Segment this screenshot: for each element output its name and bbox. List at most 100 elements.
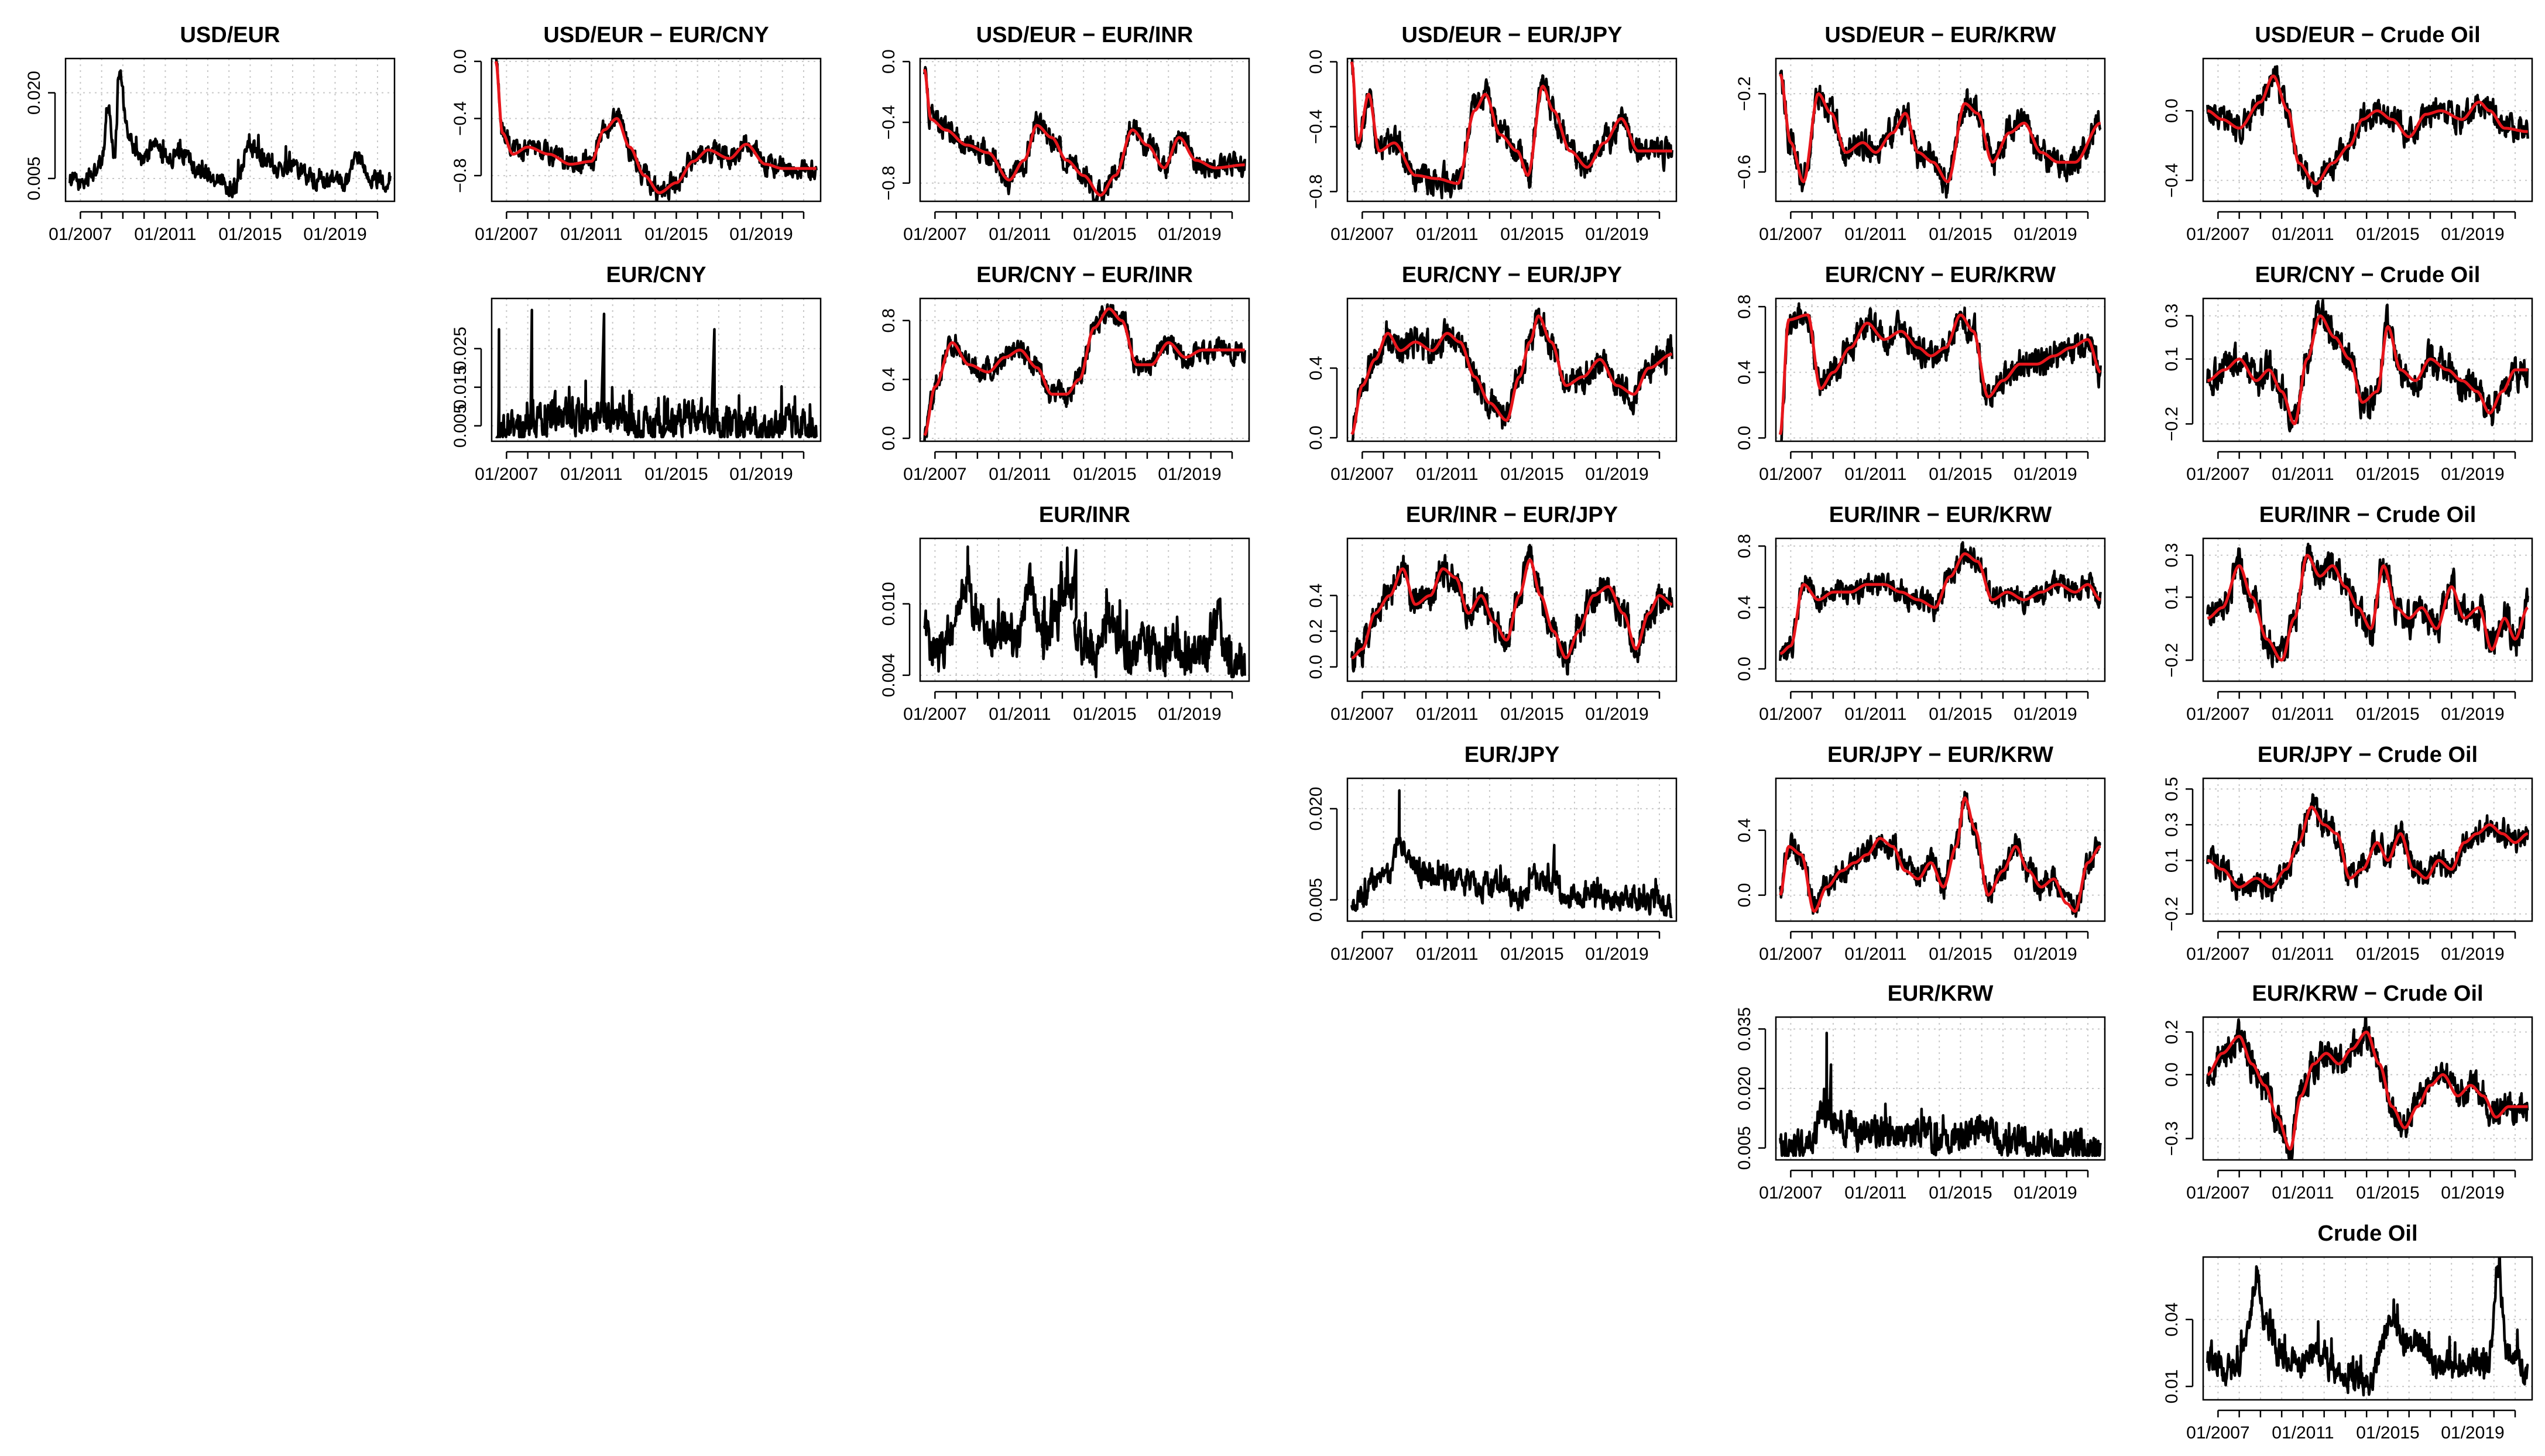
x-tick-label: 01/2011	[989, 465, 1051, 484]
x-tick-label: 01/2011	[2272, 1423, 2334, 1443]
smoothed-line	[494, 61, 817, 194]
plot-frame	[2202, 537, 2533, 682]
plot-frame	[1346, 57, 1678, 202]
x-tick-label: 01/2011	[989, 225, 1051, 244]
smoothed-line	[1779, 73, 2101, 184]
plot-frame	[1346, 777, 1678, 922]
x-tick-label: 01/2007	[1759, 705, 1822, 724]
series-line	[495, 308, 818, 438]
x-tick-label: 01/2007	[2186, 225, 2249, 244]
y-tick-label: 0.015	[451, 365, 470, 409]
series-group	[68, 69, 392, 198]
y-tick-label: 0.020	[1306, 787, 1326, 830]
y-tick-label: 0.0	[1735, 883, 1754, 908]
y-tick-label: 0.035	[1735, 1007, 1754, 1051]
y-tick-label: 0.4	[1306, 356, 1326, 380]
series-group	[923, 303, 1246, 441]
y-tick-label: 0.01	[2162, 1369, 2182, 1403]
x-tick-label: 01/2007	[903, 465, 966, 484]
series-line	[2206, 793, 2529, 902]
x-tick-label: 01/2019	[2441, 945, 2504, 964]
panel-title: EUR/CNY − Crude Oil	[2255, 263, 2481, 287]
panel-eur-cny-eur-inr: EUR/CNY − EUR/INR 01/2007 01/2011 01/2015 01…	[879, 263, 1250, 484]
x-tick-label: 01/2019	[729, 465, 793, 484]
y-tick-label: 0.004	[879, 653, 898, 697]
smoothed-line	[1351, 558, 1673, 660]
x-tick-label: 01/2019	[2441, 225, 2504, 244]
y-tick-label: 0.0	[1735, 657, 1754, 681]
y-tick-label: 0.3	[2162, 812, 2182, 837]
smoothed-line	[1350, 61, 1673, 185]
x-tick-label: 01/2007	[1759, 465, 1822, 484]
plot-frame	[491, 297, 822, 442]
panel-eur-inr-eur-jpy: EUR/INR − EUR/JPY 01/2007 01/2011 01/2015 01…	[1306, 503, 1678, 724]
x-tick-label: 01/2015	[1500, 705, 1563, 724]
plot-frame	[64, 57, 396, 202]
y-tick-label: −0.4	[879, 105, 898, 139]
y-tick-label: 0.005	[451, 404, 470, 448]
x-tick-label: 01/2007	[1759, 225, 1822, 244]
x-tick-label: 01/2019	[1158, 225, 1221, 244]
x-tick-label: 01/2015	[2356, 1183, 2419, 1203]
series-group	[1779, 791, 2102, 918]
x-tick-label: 01/2007	[2186, 705, 2249, 724]
plot-frame	[1346, 297, 1678, 442]
panel-title: USD/EUR − EUR/JPY	[1402, 23, 1623, 47]
x-tick-label: 01/2015	[1500, 945, 1563, 964]
series-line	[1350, 59, 1673, 200]
y-tick-label: 0.1	[2162, 347, 2182, 372]
series-group	[1350, 544, 1673, 676]
series-line	[495, 59, 818, 201]
panel-title: USD/EUR	[180, 23, 280, 47]
panel-title: EUR/CNY − EUR/KRW	[1825, 263, 2056, 287]
series-line	[2206, 298, 2529, 432]
plot-frame	[919, 297, 1250, 442]
smoothed-line	[922, 68, 1246, 197]
panel-title: USD/EUR − Crude Oil	[2255, 23, 2480, 47]
panel-title: USD/EUR − EUR/KRW	[1824, 23, 2056, 47]
y-tick-label: 0.8	[1735, 534, 1754, 558]
y-tick-label: 0.020	[1735, 1066, 1754, 1110]
x-tick-label: 01/2015	[2356, 1423, 2419, 1443]
y-tick-label: 0.0	[879, 49, 898, 74]
x-tick-label: 01/2011	[134, 225, 196, 244]
x-tick-label: 01/2011	[2272, 945, 2334, 964]
y-tick-label: 0.1	[2162, 585, 2182, 610]
panel-title: Crude Oil	[2317, 1221, 2417, 1246]
x-tick-label: 01/2019	[303, 225, 366, 244]
x-tick-label: 01/2015	[1929, 945, 1992, 964]
plot-frame	[2202, 777, 2533, 922]
plot-frame	[491, 57, 822, 202]
series-group	[1779, 69, 2102, 199]
x-tick-label: 01/2007	[2186, 1423, 2249, 1443]
smoothed-line	[1779, 552, 2101, 655]
x-tick-label: 01/2015	[2356, 705, 2419, 724]
x-tick-label: 01/2019	[1585, 225, 1648, 244]
panel-eur-cny-eur-krw: EUR/CNY − EUR/KRW 01/2007 01/2011 01/2015 01…	[1735, 263, 2106, 484]
x-tick-label: 01/2019	[2441, 1423, 2504, 1443]
x-tick-label: 01/2019	[1158, 465, 1221, 484]
panel-usd-eur-eur-cny: USD/EUR − EUR/CNY 01/2007 01/2011 01/2015 01…	[451, 23, 822, 244]
series-group	[494, 59, 818, 201]
panel-usd-eur-eur-jpy: USD/EUR − EUR/JPY 01/2007 01/2011 01/2015 01…	[1306, 23, 1678, 244]
x-tick-label: 01/2007	[1330, 225, 1394, 244]
series-group	[2206, 542, 2529, 668]
y-tick-label: −0.2	[2162, 897, 2182, 931]
x-tick-label: 01/2011	[2272, 465, 2334, 484]
series-line	[68, 69, 392, 198]
y-tick-label: 0.0	[1735, 426, 1754, 451]
x-tick-label: 01/2011	[1844, 1183, 1906, 1203]
x-tick-label: 01/2007	[475, 225, 538, 244]
smoothed-line	[923, 307, 1246, 437]
y-tick-label: −0.2	[2162, 407, 2182, 441]
y-tick-label: −0.8	[1306, 174, 1326, 209]
x-tick-label: 01/2011	[1416, 465, 1478, 484]
y-tick-label: 0.4	[1735, 818, 1754, 843]
x-tick-label: 01/2007	[903, 225, 966, 244]
y-tick-label: 0.2	[2162, 1020, 2182, 1045]
series-group	[1350, 59, 1673, 200]
x-tick-label: 01/2015	[2356, 945, 2419, 964]
series-group	[2206, 65, 2529, 198]
panel-eur-krw-crude-oil: EUR/KRW − Crude Oil 01/2007 01/2011 01/2015…	[2162, 981, 2533, 1203]
y-tick-label: 0.0	[451, 49, 470, 74]
